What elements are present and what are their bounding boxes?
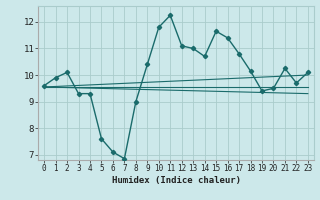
X-axis label: Humidex (Indice chaleur): Humidex (Indice chaleur) (111, 176, 241, 185)
